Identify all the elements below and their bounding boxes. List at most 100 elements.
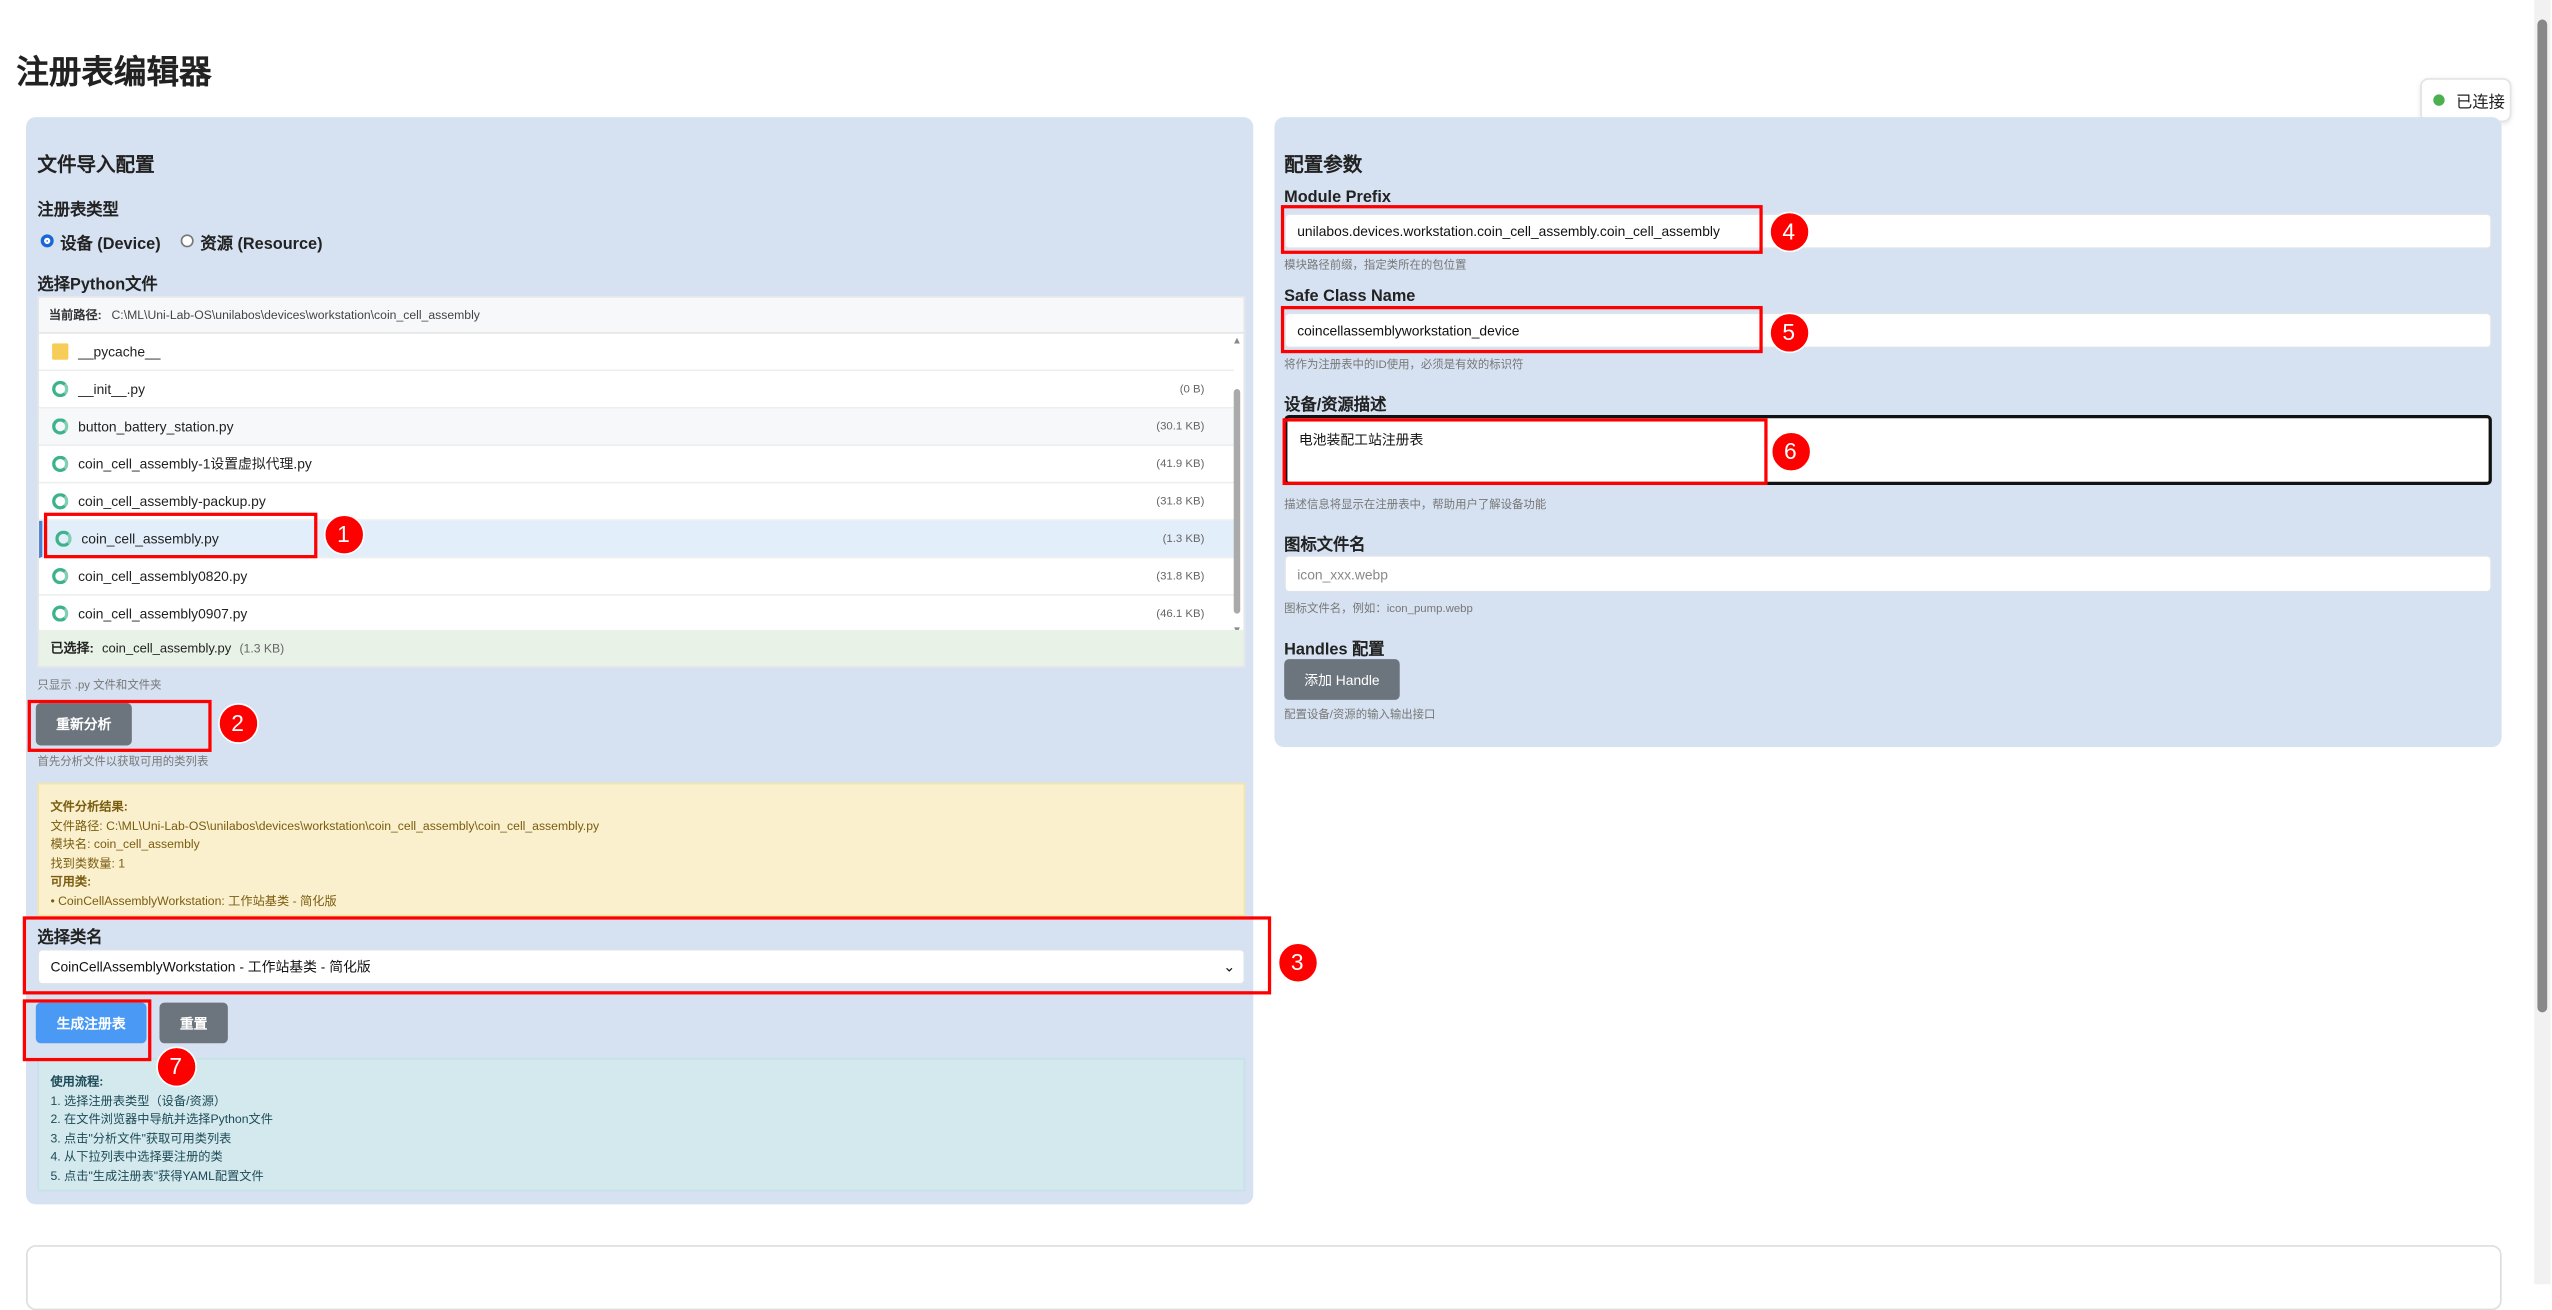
file-size: (30.1 KB): [1156, 420, 1205, 433]
selected-file-name: coin_cell_assembly.py: [102, 640, 232, 656]
generate-registry-button[interactable]: 生成注册表: [35, 1002, 147, 1044]
config-params-title: 配置参数: [1284, 152, 1363, 176]
result-count: 找到类数量: 1: [50, 855, 126, 870]
file-name: __init__.py: [78, 380, 146, 398]
file-name: coin_cell_assembly-packup.py: [78, 493, 266, 510]
status-text: 已连接: [2456, 94, 2505, 113]
python-file-icon: [52, 493, 69, 510]
annotation-marker-1: 1: [323, 513, 364, 555]
python-file-label: 选择Python文件: [37, 276, 158, 295]
class-name-field-label: Safe Class Name: [1284, 288, 1416, 306]
file-size: (1.3 KB): [1162, 533, 1205, 545]
python-file-icon: [55, 530, 72, 547]
radio-device-label: 设备 (Device): [60, 235, 161, 254]
class-select-value: CoinCellAssemblyWorkstation - 工作站基类 - 简化…: [50, 958, 371, 975]
icon-filename-placeholder: icon_xxx.webp: [1297, 565, 1388, 582]
safe-class-name-input[interactable]: coincellassemblyworkstation_device: [1284, 312, 2492, 349]
file-import-title: 文件导入配置: [37, 152, 155, 176]
file-list-item[interactable]: __pycache__: [39, 334, 1234, 372]
path-value: C:\ML\Uni-Lab-OS\unilabos\devices\workst…: [111, 307, 480, 323]
annotation-marker-3: 3: [1276, 941, 1318, 983]
file-list-item[interactable]: coin_cell_assembly0907.py (46.1 KB): [39, 596, 1234, 634]
python-file-icon: [52, 418, 69, 435]
module-prefix-input[interactable]: unilabos.devices.workstation.coin_cell_a…: [1284, 213, 2492, 250]
file-name: button_battery_station.py: [78, 418, 234, 435]
usage-step: 4. 从下拉列表中选择要注册的类: [50, 1149, 223, 1164]
handles-label: Handles 配置: [1284, 641, 1385, 660]
description-textarea[interactable]: 电池装配工站注册表: [1284, 415, 2492, 486]
selected-file-bar: 已选择: coin_cell_assembly.py (1.3 KB): [39, 629, 1244, 666]
file-size: (41.9 KB): [1156, 458, 1205, 470]
annotation-box-7: [22, 999, 152, 1062]
class-name-label: 选择类名: [37, 929, 103, 948]
usage-info-box: 使用流程: 1. 选择注册表类型（设备/资源） 2. 在文件浏览器中导航并选择P…: [37, 1057, 1246, 1192]
annotation-marker-5: 5: [1768, 311, 1810, 353]
annotation-marker-6: 6: [1770, 430, 1811, 472]
file-name: coin_cell_assembly0907.py: [78, 605, 248, 622]
file-name: coin_cell_assembly0820.py: [78, 568, 248, 585]
connection-status-badge: 已连接: [2420, 78, 2512, 123]
result-title: 文件分析结果:: [50, 799, 128, 814]
description-label: 设备/资源描述: [1284, 397, 1387, 416]
page-scrollbar[interactable]: [2534, 0, 2551, 1285]
module-prefix-label: Module Prefix: [1284, 188, 1391, 207]
file-name: coin_cell_assembly.py: [81, 530, 219, 547]
icon-filename-label: 图标文件名: [1284, 537, 1366, 556]
status-dot-icon: [2433, 94, 2445, 106]
page-title: 注册表编辑器: [16, 55, 212, 92]
result-path: 文件路径: C:\ML\Uni-Lab-OS\unilabos\devices\…: [50, 817, 600, 833]
add-handle-button[interactable]: 添加 Handle: [1284, 659, 1400, 700]
file-name: coin_cell_assembly-1设置虚拟代理.py: [78, 455, 312, 473]
file-size: (0 B): [1179, 383, 1205, 395]
class-select[interactable]: CoinCellAssemblyWorkstation - 工作站基类 - 简化…: [37, 948, 1246, 985]
radio-resource-label: 资源 (Resource): [200, 235, 323, 254]
file-list-item[interactable]: coin_cell_assembly-packup.py (31.8 KB): [39, 483, 1234, 521]
result-classes-title: 可用类:: [50, 874, 92, 889]
module-prefix-hint: 模块路径前缀，指定类所在的包位置: [1284, 260, 1467, 272]
result-class-item: • CoinCellAssemblyWorkstation: 工作站基类 - 简…: [50, 892, 337, 908]
file-list-item[interactable]: coin_cell_assembly-1设置虚拟代理.py (41.9 KB): [39, 446, 1234, 484]
registry-type-label: 注册表类型: [37, 201, 119, 220]
file-list-item[interactable]: coin_cell_assembly0820.py (31.8 KB): [39, 558, 1234, 596]
file-size: (31.8 KB): [1156, 570, 1205, 582]
filter-hint: 只显示 .py 文件和文件夹: [37, 680, 162, 692]
annotation-box-1: [43, 512, 318, 559]
analyze-hint: 首先分析文件以获取可用的类列表: [37, 756, 209, 769]
selected-file-size: (1.3 KB): [239, 640, 285, 656]
file-size: (31.8 KB): [1156, 495, 1205, 507]
usage-step: 5. 点击"生成注册表"获得YAML配置文件: [50, 1167, 264, 1183]
python-file-icon: [52, 455, 69, 473]
annotation-box-6: [1282, 418, 1768, 486]
file-list-scrollbar[interactable]: ▲▼: [1232, 337, 1242, 636]
current-path: 当前路径: C:\ML\Uni-Lab-OS\unilabos\devices\w…: [39, 297, 1244, 334]
annotation-marker-2: 2: [217, 702, 258, 743]
class-name-hint: 将作为注册表中的ID使用，必须是有效的标识符: [1284, 359, 1524, 372]
icon-filename-hint: 图标文件名，例如：icon_pump.webp: [1284, 603, 1473, 616]
usage-title: 使用流程:: [50, 1074, 104, 1089]
reanalyze-button[interactable]: 重新分析: [35, 703, 132, 746]
python-file-icon: [52, 605, 69, 622]
file-list-item[interactable]: __init__.py (0 B): [39, 371, 1234, 409]
icon-filename-input[interactable]: icon_xxx.webp: [1284, 555, 2492, 593]
handles-hint: 配置设备/资源的输入输出接口: [1284, 709, 1436, 722]
file-name: __pycache__: [78, 343, 161, 360]
radio-resource[interactable]: 资源 (Resource): [180, 229, 323, 254]
usage-step: 3. 点击"分析文件"获取可用类列表: [50, 1130, 232, 1146]
annotation-box-2: [27, 699, 212, 752]
file-browser: 当前路径: C:\ML\Uni-Lab-OS\unilabos\devices\w…: [37, 296, 1246, 668]
file-size: (46.1 KB): [1156, 607, 1205, 620]
result-module: 模块名: coin_cell_assembly: [50, 836, 200, 852]
path-label: 当前路径:: [48, 307, 102, 323]
annotation-box-5: [1280, 305, 1763, 354]
radio-device[interactable]: 设备 (Device): [40, 229, 161, 254]
folder-icon: [52, 343, 69, 360]
chevron-down-icon: ⌄: [1223, 958, 1236, 975]
output-panel: [26, 1245, 2502, 1310]
reset-button[interactable]: 重置: [159, 1002, 228, 1044]
annotation-box-3: [22, 916, 1272, 995]
usage-step: 1. 选择注册表类型（设备/资源）: [50, 1092, 227, 1108]
analysis-result-box: 文件分析结果: 文件路径: C:\ML\Uni-Lab-OS\unilabos\…: [37, 782, 1246, 917]
file-list-item[interactable]: coin_cell_assembly.py (1.3 KB): [39, 520, 1234, 559]
file-list-item[interactable]: button_battery_station.py (30.1 KB): [39, 408, 1234, 446]
annotation-marker-4: 4: [1768, 210, 1810, 252]
